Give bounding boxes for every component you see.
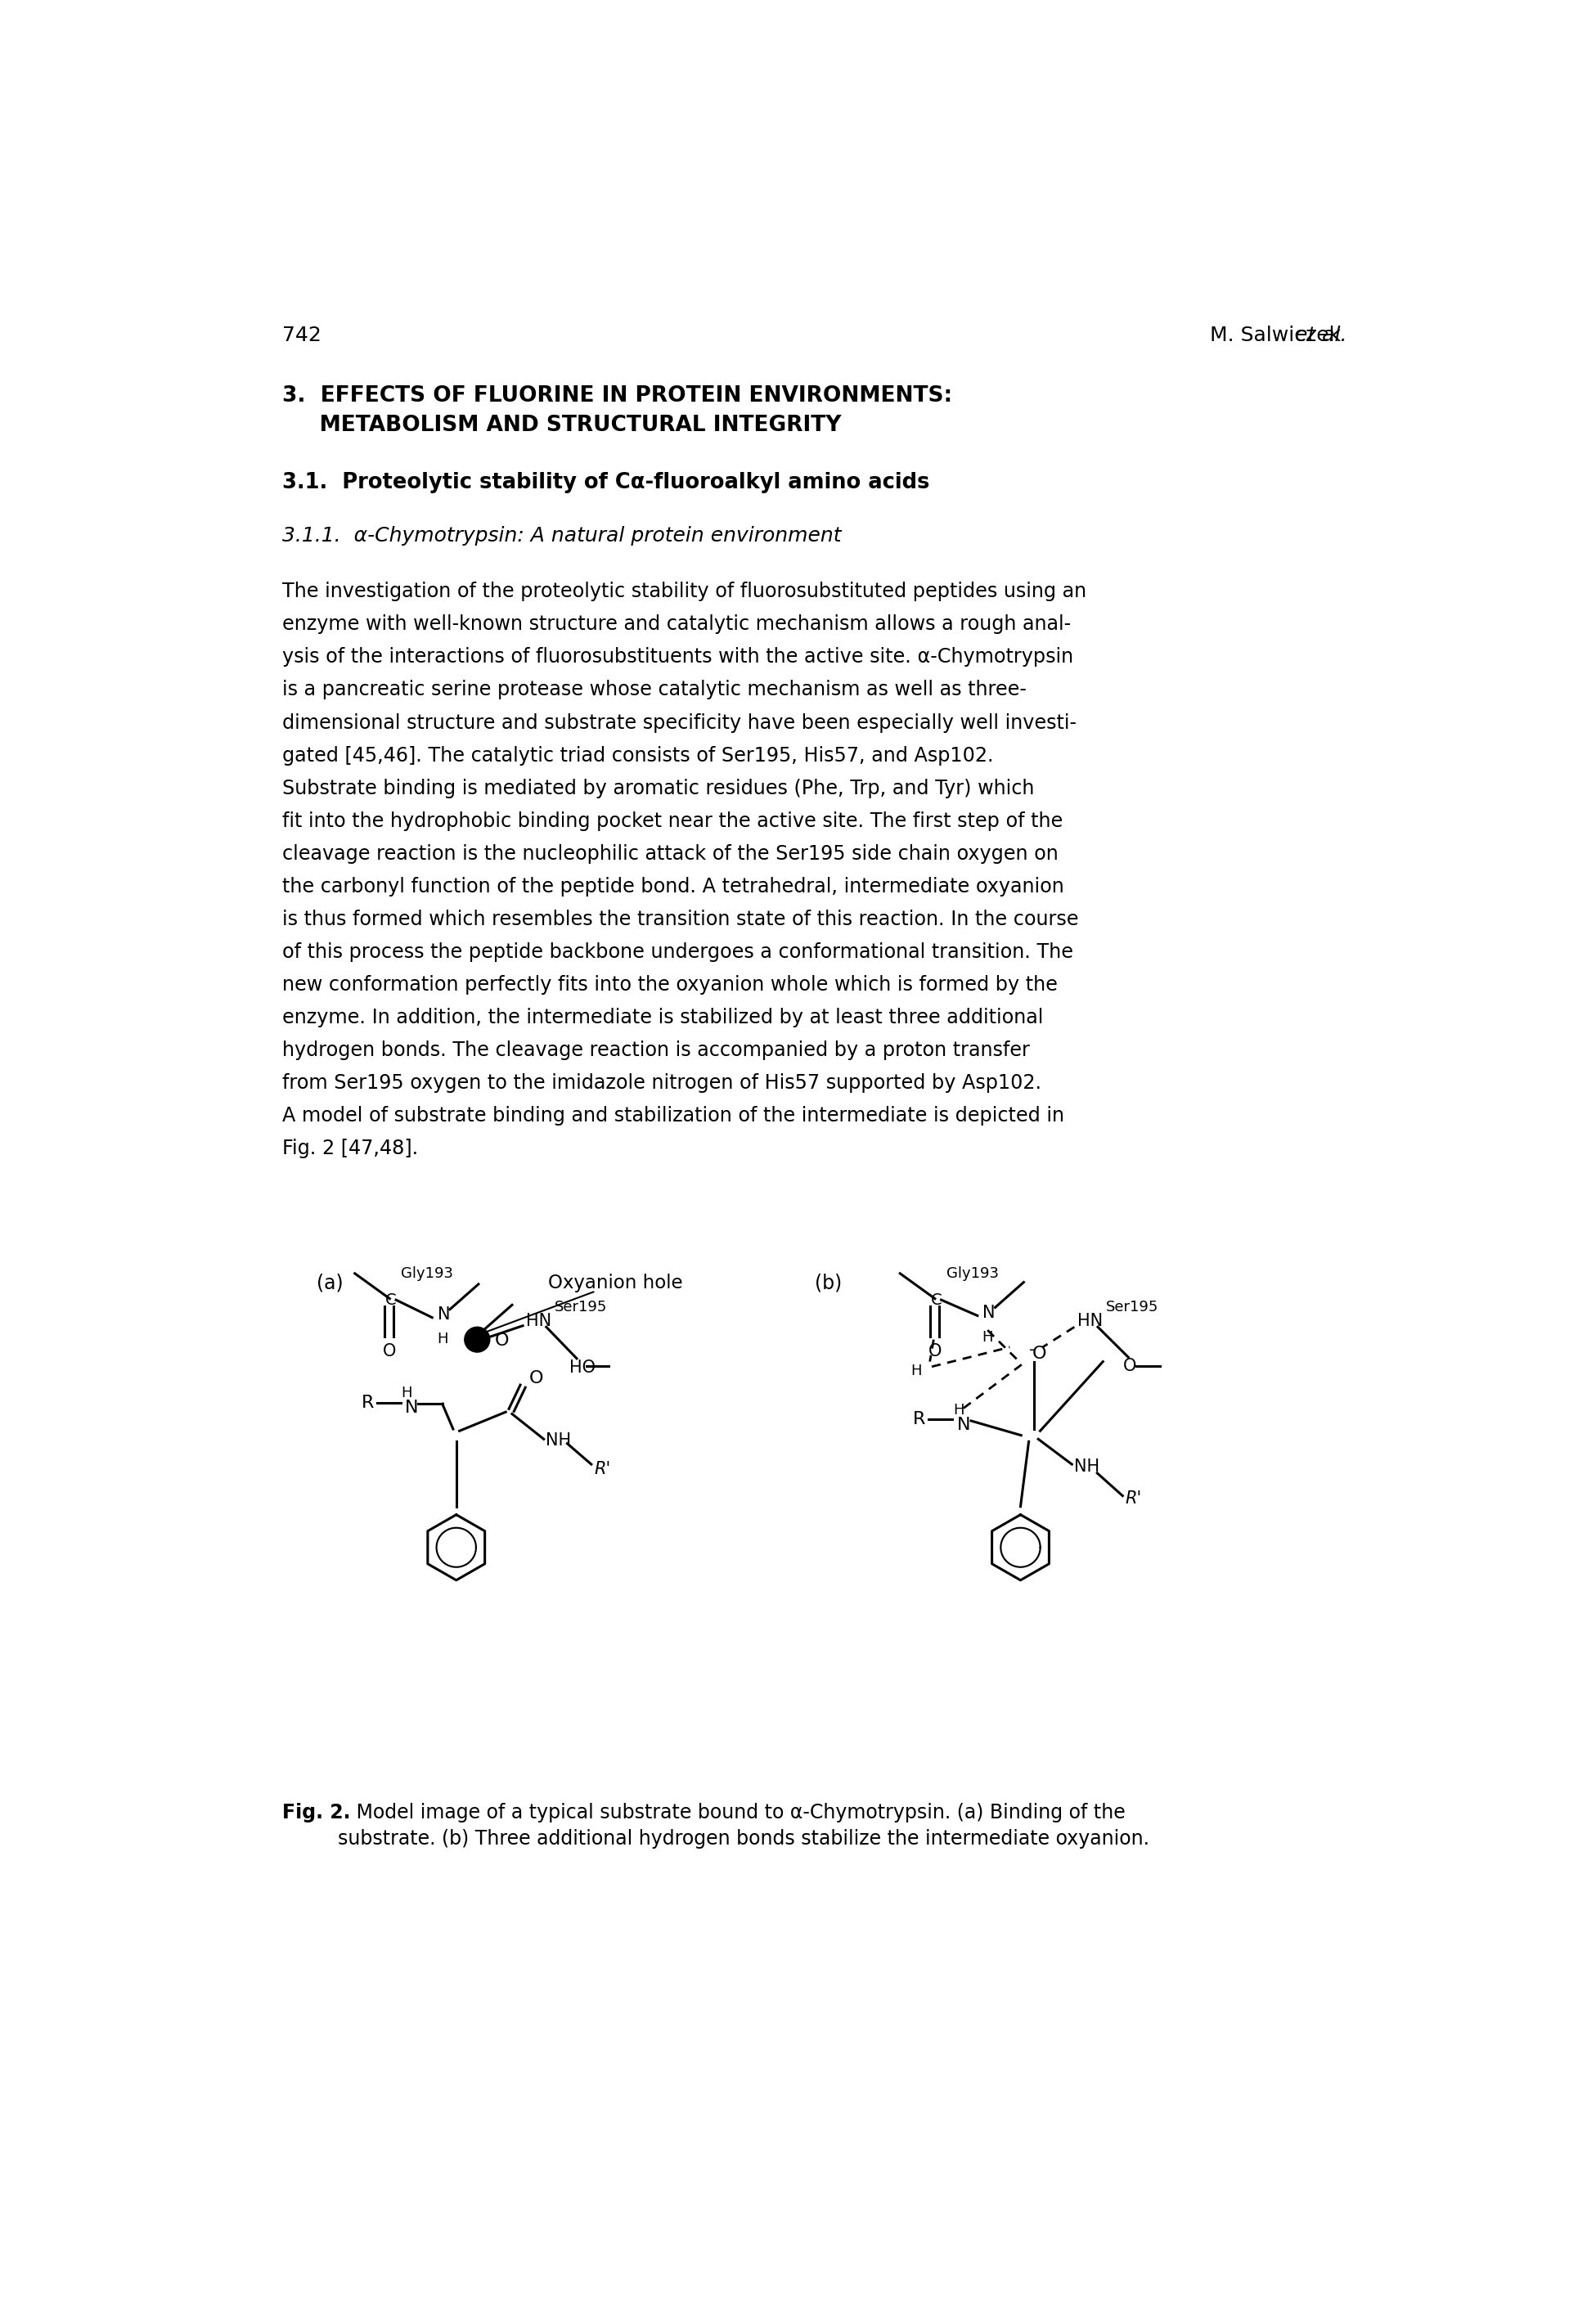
Text: gated [45,46]. The catalytic triad consists of Ser195, His57, and Asp102.: gated [45,46]. The catalytic triad consi… (282, 747, 993, 765)
Text: cleavage reaction is the nucleophilic attack of the Ser195 side chain oxygen on: cleavage reaction is the nucleophilic at… (282, 844, 1058, 863)
Text: H: H (982, 1331, 993, 1345)
Text: Gly193: Gly193 (401, 1266, 453, 1280)
Text: H: H (437, 1331, 448, 1347)
Text: (b): (b) (814, 1273, 841, 1294)
Text: METABOLISM AND STRUCTURAL INTEGRITY: METABOLISM AND STRUCTURAL INTEGRITY (282, 415, 841, 436)
Text: C: C (930, 1292, 942, 1308)
Text: the carbonyl function of the peptide bond. A tetrahedral, intermediate oxyanion: the carbonyl function of the peptide bon… (282, 877, 1065, 895)
Text: Gly193: Gly193 (946, 1266, 999, 1280)
Text: Model image of a typical substrate bound to α-Chymotrypsin. (a) Binding of the: Model image of a typical substrate bound… (338, 1802, 1125, 1823)
Text: R: R (913, 1412, 926, 1429)
Text: (a): (a) (316, 1273, 343, 1294)
Text: dimensional structure and substrate specificity have been especially well invest: dimensional structure and substrate spec… (282, 712, 1076, 733)
Text: H: H (401, 1387, 412, 1401)
Text: is a pancreatic serine protease whose catalytic mechanism as well as three-: is a pancreatic serine protease whose ca… (282, 679, 1026, 700)
Text: N: N (437, 1306, 450, 1322)
Text: 3.  EFFECTS OF FLUORINE IN PROTEIN ENVIRONMENTS:: 3. EFFECTS OF FLUORINE IN PROTEIN ENVIRO… (282, 385, 951, 406)
Text: O: O (530, 1371, 544, 1387)
Text: 3.1.  Proteolytic stability of Cα-fluoroalkyl amino acids: 3.1. Proteolytic stability of Cα-fluoroa… (282, 473, 929, 494)
Text: N: N (405, 1398, 418, 1417)
Text: O: O (383, 1343, 396, 1359)
Text: NH: NH (1074, 1459, 1100, 1475)
Circle shape (464, 1326, 490, 1352)
Text: 742: 742 (282, 325, 321, 346)
Text: Substrate binding is mediated by aromatic residues (Phe, Trp, and Tyr) which: Substrate binding is mediated by aromati… (282, 779, 1034, 798)
Text: R: R (361, 1394, 373, 1410)
Text: O: O (1124, 1359, 1136, 1375)
Text: Fig. 2 [47,48].: Fig. 2 [47,48]. (282, 1139, 418, 1157)
Text: is thus formed which resembles the transition state of this reaction. In the cou: is thus formed which resembles the trans… (282, 909, 1079, 930)
Text: H: H (953, 1403, 964, 1417)
Text: substrate. (b) Three additional hydrogen bonds stabilize the intermediate oxyani: substrate. (b) Three additional hydrogen… (338, 1830, 1149, 1848)
Text: O: O (1033, 1345, 1047, 1361)
Text: Fig. 2.: Fig. 2. (282, 1802, 350, 1823)
Text: enzyme with well-known structure and catalytic mechanism allows a rough anal-: enzyme with well-known structure and cat… (282, 615, 1071, 635)
Text: of this process the peptide backbone undergoes a conformational transition. The: of this process the peptide backbone und… (282, 942, 1073, 962)
Text: et al.: et al. (1223, 325, 1347, 346)
Text: N: N (983, 1303, 996, 1322)
Text: H: H (910, 1364, 921, 1377)
Text: A model of substrate binding and stabilization of the intermediate is depicted i: A model of substrate binding and stabili… (282, 1106, 1065, 1125)
Text: O: O (929, 1343, 942, 1359)
Text: Ser195: Ser195 (1106, 1299, 1159, 1315)
Text: R': R' (594, 1461, 611, 1477)
Text: -: - (1029, 1343, 1034, 1359)
Text: hydrogen bonds. The cleavage reaction is accompanied by a proton transfer: hydrogen bonds. The cleavage reaction is… (282, 1041, 1029, 1060)
Text: NH: NH (546, 1433, 571, 1449)
Text: fit into the hydrophobic binding pocket near the active site. The first step of : fit into the hydrophobic binding pocket … (282, 812, 1063, 830)
Text: HN: HN (527, 1313, 552, 1329)
Text: O: O (495, 1333, 509, 1350)
Text: N: N (956, 1417, 970, 1433)
Text: The investigation of the proteolytic stability of fluorosubstituted peptides usi: The investigation of the proteolytic sta… (282, 582, 1087, 601)
Text: M. Salwiczek: M. Salwiczek (1210, 325, 1347, 346)
Text: new conformation perfectly fits into the oxyanion whole which is formed by the: new conformation perfectly fits into the… (282, 974, 1057, 995)
Text: ysis of the interactions of fluorosubstituents with the active site. α-Chymotryp: ysis of the interactions of fluorosubsti… (282, 647, 1073, 668)
Text: HO: HO (570, 1359, 595, 1375)
Text: HN: HN (1077, 1313, 1103, 1329)
Text: enzyme. In addition, the intermediate is stabilized by at least three additional: enzyme. In addition, the intermediate is… (282, 1009, 1044, 1027)
Text: Ser195: Ser195 (554, 1299, 606, 1315)
Text: 3.1.1.  α-Chymotrypsin: A natural protein environment: 3.1.1. α-Chymotrypsin: A natural protein… (282, 526, 841, 545)
Text: Oxyanion hole: Oxyanion hole (547, 1273, 683, 1292)
Text: R': R' (1125, 1491, 1141, 1507)
Text: C: C (385, 1292, 396, 1308)
Text: from Ser195 oxygen to the imidazole nitrogen of His57 supported by Asp102.: from Ser195 oxygen to the imidazole nitr… (282, 1074, 1041, 1092)
